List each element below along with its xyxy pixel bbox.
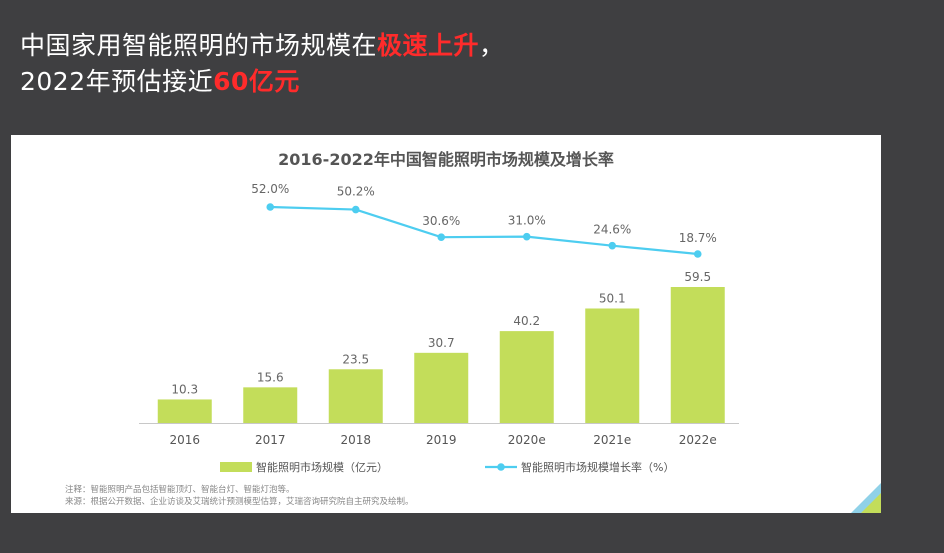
headline-line-1: 中国家用智能照明的市场规模在极速上升， <box>20 28 505 64</box>
bar-value-label: 59.5 <box>684 270 711 284</box>
chart-card: 2016-2022年中国智能照明市场规模及增长率 10.3 2016 15.6 201… <box>11 135 881 513</box>
legend-bar-swatch <box>220 462 252 472</box>
bar <box>243 387 298 423</box>
x-tick-label: 2022e <box>679 433 717 447</box>
bar <box>585 308 640 423</box>
corner-decoration <box>851 483 881 513</box>
headline: 中国家用智能照明的市场规模在极速上升， 2022年预估接近60亿元 <box>20 28 505 100</box>
growth-rate-point <box>693 250 702 258</box>
headline-line1-suffix: ， <box>479 31 505 60</box>
headline-line-2: 2022年预估接近60亿元 <box>20 64 505 100</box>
growth-rate-label: 31.0% <box>508 214 546 228</box>
bar-value-label: 30.7 <box>428 336 455 350</box>
legend-line-marker <box>497 463 505 471</box>
bar <box>670 287 725 423</box>
growth-rate-label: 18.7% <box>679 231 717 245</box>
x-tick-label: 2021e <box>593 433 631 447</box>
chart-notes: 注释：智能照明产品包括智能顶灯、智能台灯、智能灯泡等。 来源：根据公开数据、企业… <box>65 484 414 508</box>
bar-value-label: 23.5 <box>342 352 369 366</box>
chart-svg: 10.3 2016 15.6 2017 23.5 2018 30.7 2019 40.2 2020… <box>139 182 739 474</box>
growth-rate-point <box>266 203 275 211</box>
x-tick-label: 2017 <box>255 433 286 447</box>
x-tick-label: 2019 <box>426 433 457 447</box>
headline-line2-prefix: 2022年预估接近 <box>20 67 214 96</box>
growth-rate-label: 52.0% <box>251 182 289 196</box>
legend-line-label: 智能照明市场规模增长率（%） <box>521 460 674 474</box>
bar <box>328 369 383 423</box>
growth-rate-point <box>351 205 360 214</box>
chart-title: 2016-2022年中国智能照明市场规模及增长率 <box>278 150 614 169</box>
legend-bar-label: 智能照明市场规模（亿元） <box>256 460 388 474</box>
bar-value-label: 10.3 <box>171 382 198 396</box>
growth-rate-point <box>437 233 446 242</box>
source-line: 来源：根据公开数据、企业访谈及艾瑞统计预测模型估算，艾瑞咨询研究院自主研究及绘制… <box>65 497 414 507</box>
bar <box>414 352 469 423</box>
growth-rate-point <box>522 232 531 241</box>
bar <box>499 331 554 423</box>
headline-line1-prefix: 中国家用智能照明的市场规模在 <box>20 31 378 60</box>
note-line: 注释：智能照明产品包括智能顶灯、智能台灯、智能灯泡等。 <box>65 485 295 495</box>
x-tick-label: 2018 <box>340 433 371 447</box>
bar-value-label: 15.6 <box>257 370 284 384</box>
bar-value-label: 50.1 <box>599 291 626 305</box>
headline-line1-highlight: 极速上升 <box>377 31 480 60</box>
bar-value-label: 40.2 <box>513 314 540 328</box>
bar <box>157 399 212 423</box>
growth-rate-label: 24.6% <box>593 223 631 237</box>
growth-rate-label: 30.6% <box>422 214 460 228</box>
growth-rate-line <box>270 205 698 256</box>
growth-rate-point <box>608 241 617 250</box>
growth-rate-label: 50.2% <box>337 185 375 199</box>
x-tick-label: 2020e <box>508 433 546 447</box>
headline-line2-highlight: 60亿元 <box>213 67 300 96</box>
x-tick-label: 2016 <box>169 433 200 447</box>
